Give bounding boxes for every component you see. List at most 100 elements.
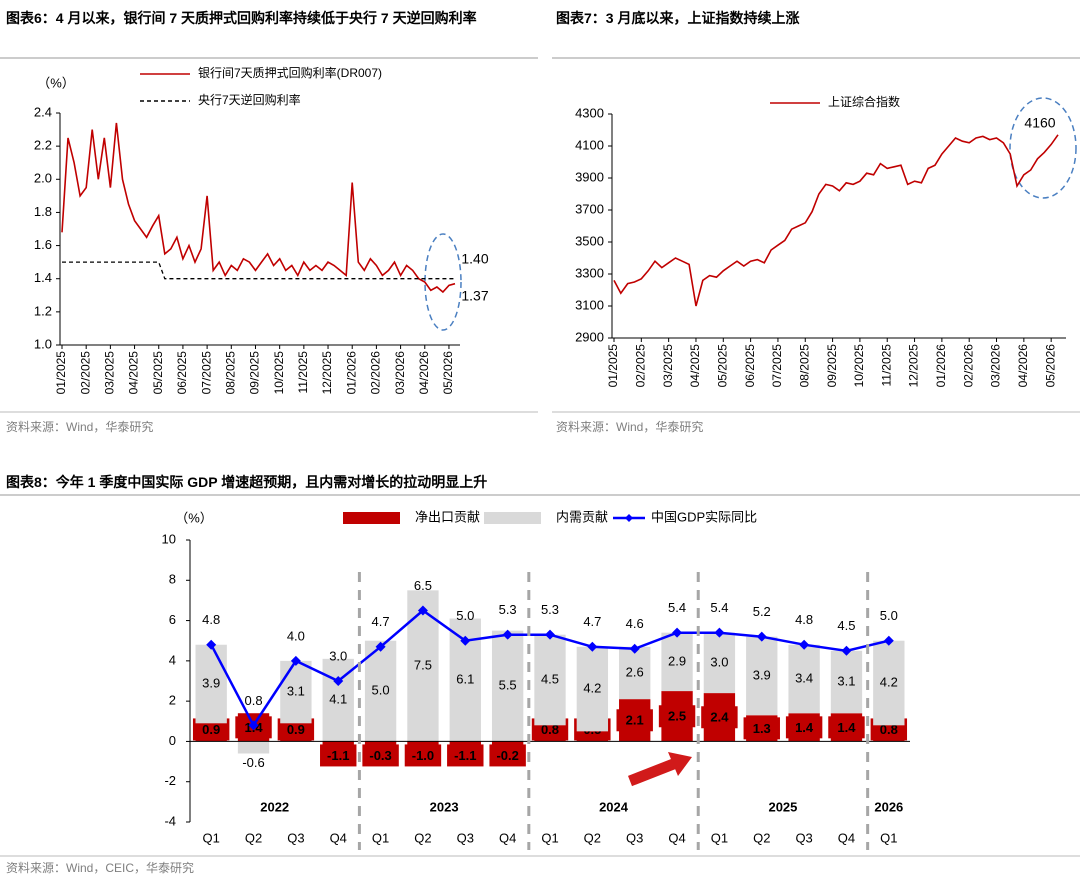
data-label: -0.6 xyxy=(242,755,264,770)
data-label: 5.4 xyxy=(710,600,728,615)
x-tick-label: 07/2025 xyxy=(770,344,784,388)
data-label: 1.3 xyxy=(753,721,771,736)
x-tick-label: 03/2025 xyxy=(103,351,117,395)
x-tick-label: 05/2026 xyxy=(441,351,455,395)
x-tick-label: 08/2025 xyxy=(797,344,811,388)
point xyxy=(333,676,344,686)
data-label: 5.0 xyxy=(456,608,474,623)
annotation: 1.40 xyxy=(461,251,488,267)
source: 资料来源：Wind，CEIC，华泰研究 xyxy=(6,861,195,875)
data-label: 5.4 xyxy=(668,600,686,615)
bar xyxy=(195,644,227,724)
arrow xyxy=(627,757,679,787)
data-label: 3.1 xyxy=(837,673,855,688)
group-label: 2022 xyxy=(260,799,289,814)
data-label: 3.9 xyxy=(202,675,220,690)
data-label: 2.1 xyxy=(626,713,644,728)
x-tick-label: Q1 xyxy=(541,830,558,845)
bar xyxy=(873,640,905,726)
x-tick-label: 01/2025 xyxy=(54,351,68,395)
data-label: 4.8 xyxy=(795,612,813,627)
data-label: 3.0 xyxy=(329,648,347,663)
point xyxy=(883,635,894,646)
bar xyxy=(280,660,312,724)
bar xyxy=(619,646,651,700)
chart-title: 图表6：4 月以来，银行间 7 天质押式回购利率持续低于央行 7 天逆回购利率 xyxy=(6,10,477,26)
data-label: 2.5 xyxy=(668,709,686,724)
x-tick-label: 06/2025 xyxy=(175,351,189,395)
group-label: 2023 xyxy=(430,799,459,814)
y-tick-label: 4100 xyxy=(575,137,604,152)
x-tick-label: Q4 xyxy=(668,830,685,845)
x-tick-label: 01/2026 xyxy=(344,351,358,395)
source: 资料来源：Wind，华泰研究 xyxy=(556,420,704,434)
data-label: 2.4 xyxy=(710,710,729,725)
data-label: 5.3 xyxy=(499,602,517,617)
x-tick-label: Q1 xyxy=(880,830,897,845)
data-label: 0.8 xyxy=(541,722,559,737)
data-label: 6.1 xyxy=(456,671,474,686)
label-box xyxy=(489,744,526,767)
group-label: 2025 xyxy=(768,799,797,814)
x-tick-label: Q3 xyxy=(287,830,304,845)
point xyxy=(672,627,683,638)
x-tick-label: 05/2026 xyxy=(1043,344,1057,388)
x-tick-label: Q2 xyxy=(584,830,601,845)
data-label: 4.2 xyxy=(880,674,898,689)
y-tick-label: 1.2 xyxy=(34,303,52,318)
chart-title: 图表8：今年 1 季度中国实际 GDP 增速超预期，且内需对增长的拉动明显上升 xyxy=(6,474,488,490)
data-label: -1.1 xyxy=(327,748,349,763)
y-tick-label: 3300 xyxy=(575,265,604,280)
bar xyxy=(746,636,778,716)
point xyxy=(756,631,767,642)
x-tick-label: 10/2025 xyxy=(852,344,866,388)
series-line xyxy=(62,261,455,280)
data-label: 4.5 xyxy=(541,671,559,686)
x-tick-label: Q3 xyxy=(626,830,643,845)
chart-title: 图表7：3 月底以来，上证指数持续上涨 xyxy=(556,10,800,26)
x-tick-label: Q2 xyxy=(753,830,770,845)
x-tick-label: Q2 xyxy=(414,830,431,845)
annotation: 1.37 xyxy=(461,288,488,304)
data-label: 4.1 xyxy=(329,692,347,707)
y-tick-label: 2900 xyxy=(575,329,604,344)
legend-label: 净出口贡献 xyxy=(415,509,480,524)
group-label: 2024 xyxy=(599,799,629,814)
legend-label: 中国GDP实际同比 xyxy=(651,509,757,524)
label-box xyxy=(828,716,865,739)
point xyxy=(587,641,598,652)
x-tick-label: Q2 xyxy=(245,830,262,845)
label-box xyxy=(362,744,399,767)
arrow-head xyxy=(668,752,692,776)
x-tick-label: 03/2026 xyxy=(989,344,1003,388)
data-label: 3.0 xyxy=(710,654,728,669)
legend-label: 银行间7天质押式回购利率(DR007) xyxy=(198,65,382,80)
y-tick-label: 3700 xyxy=(575,201,604,216)
y-tick-label: 1.4 xyxy=(34,270,52,285)
data-label: 4.8 xyxy=(202,612,220,627)
group-label: 2026 xyxy=(874,799,903,814)
bar xyxy=(364,640,397,742)
label-box xyxy=(320,744,357,767)
data-label: 0.8 xyxy=(880,722,898,737)
data-label: -0.3 xyxy=(369,748,391,763)
y-tick-label: 3100 xyxy=(575,297,604,312)
label-box xyxy=(658,705,696,728)
x-tick-label: 12/2025 xyxy=(320,351,334,395)
series-line xyxy=(61,122,456,294)
source: 资料来源：Wind，华泰研究 xyxy=(6,420,154,434)
x-tick-label: 10/2025 xyxy=(272,351,286,395)
y-tick-label: 8 xyxy=(169,572,176,587)
y-tick-label: 2.2 xyxy=(34,138,52,153)
data-label: 0.9 xyxy=(287,722,305,737)
data-label: 5.3 xyxy=(541,602,559,617)
data-label: 2.6 xyxy=(626,664,644,679)
data-label: 4.0 xyxy=(287,628,305,643)
y-tick-label: 4 xyxy=(169,652,176,667)
point xyxy=(841,645,852,656)
x-tick-label: Q1 xyxy=(203,830,220,845)
data-label: 5.5 xyxy=(499,677,517,692)
x-tick-label: 05/2025 xyxy=(151,351,165,395)
